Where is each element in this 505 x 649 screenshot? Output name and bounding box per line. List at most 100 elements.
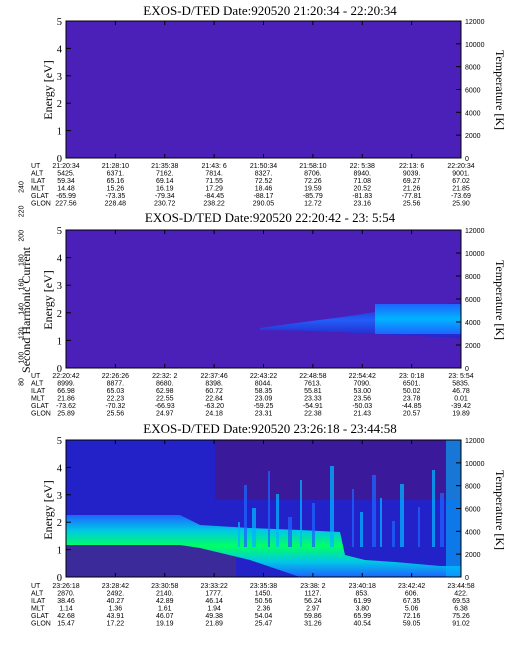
y2-tick-label: 0 xyxy=(465,156,469,163)
info-row-value: 6371. xyxy=(107,171,125,178)
info-row-value: 16.19 xyxy=(156,186,174,193)
info-row-value: 1.36 xyxy=(109,606,123,613)
info-row-value: 56.24 xyxy=(304,598,322,605)
info-row-label: GLAT xyxy=(31,403,49,410)
info-row-value: -73.62 xyxy=(56,403,76,410)
info-row-value: 22:26:26 xyxy=(102,373,129,380)
panel-1-ylabel: Energy [eV] xyxy=(41,60,55,119)
info-row-value: 1777. xyxy=(205,591,223,598)
info-row-value: 1.61 xyxy=(158,606,172,613)
colorbar-label: Second Harmonic Current xyxy=(19,246,33,373)
y2-tick-label: 6000 xyxy=(465,88,481,95)
info-row-value: 8044. xyxy=(255,381,273,388)
info-row-value: 15.26 xyxy=(107,186,125,193)
info-row-value: 59.05 xyxy=(403,621,421,628)
colorbar-tick-label: 120 xyxy=(19,327,26,339)
info-row-value: 21:58:10 xyxy=(299,163,326,170)
panel-2-band-core xyxy=(375,304,461,334)
info-row-value: 21.86 xyxy=(57,396,75,403)
info-row-value: 58.35 xyxy=(255,388,273,395)
info-row-value: 25.90 xyxy=(452,201,470,208)
colorbar-tick-label: 240 xyxy=(19,181,26,193)
info-row-value: -79.34 xyxy=(155,193,175,200)
info-row-value: 1450. xyxy=(255,591,273,598)
panel-3-edge-strip xyxy=(446,440,461,577)
info-row-value: 42.68 xyxy=(57,613,75,620)
panel-1: EXOS-D/TED Date:920520 21:20:34 - 22:20:… xyxy=(31,3,505,208)
info-row-value: 22:54:42 xyxy=(349,373,376,380)
colorbar-tick-label: 80 xyxy=(19,378,26,386)
info-row-value: 230.72 xyxy=(154,201,176,208)
info-row-value: 21.26 xyxy=(403,186,421,193)
info-row-value: -59.25 xyxy=(254,403,274,410)
info-row-value: 15.47 xyxy=(57,621,75,628)
panel-3-streak xyxy=(352,489,354,547)
y-tick-label: 3 xyxy=(57,281,62,292)
info-row-value: 21:43: 6 xyxy=(201,163,226,170)
info-row-value: 1127. xyxy=(304,591,321,598)
y-tick-label: 5 xyxy=(57,436,62,447)
y-tick-label: 0 xyxy=(57,573,62,584)
y2-tick-label: 12000 xyxy=(465,19,485,26)
info-row-value: 22:20:34 xyxy=(447,163,474,170)
info-row-value: 22.55 xyxy=(156,396,174,403)
info-row-value: 23.78 xyxy=(403,396,421,403)
y2-tick-label: 8000 xyxy=(465,65,481,72)
info-row-value: 23.56 xyxy=(353,396,371,403)
info-row-value: 23:28:42 xyxy=(102,583,129,590)
info-row-value: 21:50:34 xyxy=(250,163,277,170)
y2-tick-label: 2000 xyxy=(465,343,481,350)
info-row-value: 5835. xyxy=(452,381,470,388)
info-row-label: UT xyxy=(31,583,41,590)
info-row-value: 21.89 xyxy=(205,621,223,628)
info-row-value: 46.78 xyxy=(452,388,470,395)
info-row-value: 606. xyxy=(405,591,419,598)
info-row-value: 23:30:58 xyxy=(151,583,178,590)
info-row-value: 22.23 xyxy=(107,396,125,403)
info-row-value: 69.27 xyxy=(403,178,421,185)
panel-2: EXOS-D/TED Date:920520 22:20:42 - 23: 5:… xyxy=(31,210,505,418)
colorbar-tick-label: 100 xyxy=(19,352,26,364)
panel-2-y2label: Temperature [K] xyxy=(493,260,505,340)
y2-tick-label: 12000 xyxy=(465,228,485,235)
info-row-value: 38.46 xyxy=(57,598,75,605)
info-row-label: ALT xyxy=(31,171,44,178)
info-row-value: -63.20 xyxy=(204,403,224,410)
info-row-value: 25.47 xyxy=(255,621,273,628)
info-row-value: 21:20:34 xyxy=(52,163,79,170)
y-tick-label: 5 xyxy=(57,17,62,28)
panel-3-band xyxy=(66,515,461,577)
info-row-label: MLT xyxy=(31,186,45,193)
info-row-label: MLT xyxy=(31,606,45,613)
panel-3-title: EXOS-D/TED Date:920520 23:26:18 - 23:44:… xyxy=(143,421,396,436)
info-row-value: 2.97 xyxy=(306,606,320,613)
panel-2-title: EXOS-D/TED Date:920520 22:20:42 - 23: 5:… xyxy=(145,210,396,225)
y2-tick-label: 4000 xyxy=(465,320,481,327)
info-row-value: 8680. xyxy=(156,381,174,388)
info-row-value: 8706. xyxy=(304,171,322,178)
info-row-value: 25.56 xyxy=(403,201,421,208)
info-row-value: -77.81 xyxy=(402,193,422,200)
panel-3-streak xyxy=(432,470,435,547)
info-row-label: UT xyxy=(31,373,41,380)
info-row-value: 228.48 xyxy=(105,201,127,208)
info-row-value: -70.32 xyxy=(105,403,125,410)
info-row-value: 67.35 xyxy=(403,598,421,605)
info-row-value: 2492. xyxy=(107,591,125,598)
info-row-value: 46.14 xyxy=(205,598,223,605)
info-row-value: -50.03 xyxy=(352,403,372,410)
panel-3: EXOS-D/TED Date:920520 23:26:18 - 23:44:… xyxy=(31,421,505,628)
info-row-value: 8877. xyxy=(107,381,125,388)
info-row-value: 50.02 xyxy=(403,388,421,395)
info-row-value: 1.14 xyxy=(59,606,73,613)
info-row-label: GLON xyxy=(31,201,51,208)
info-row-value: 8940. xyxy=(353,171,371,178)
info-row-value: 23:44:58 xyxy=(447,583,474,590)
y2-tick-label: 0 xyxy=(465,366,469,373)
panel-3-streak xyxy=(330,466,334,547)
info-row-value: 19.59 xyxy=(304,186,322,193)
info-row-label: ILAT xyxy=(31,178,46,185)
info-row-value: 2.36 xyxy=(257,606,271,613)
y2-tick-label: 8000 xyxy=(465,484,481,491)
info-row-value: 24.18 xyxy=(205,411,223,418)
